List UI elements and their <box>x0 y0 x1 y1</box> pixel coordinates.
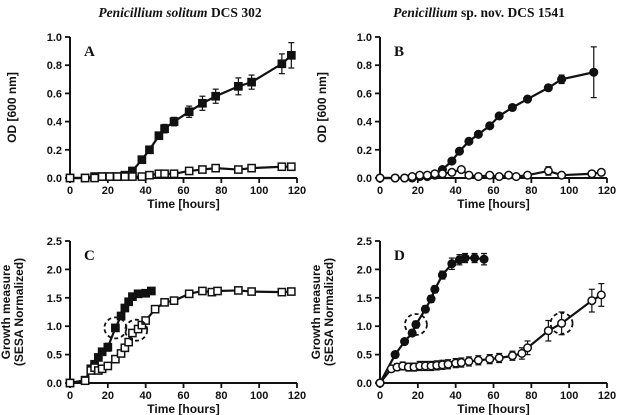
x-tick-label: 80 <box>215 390 227 402</box>
y-tick-label: 0.4 <box>357 117 373 129</box>
y-tick-label: 0.2 <box>47 145 62 157</box>
panel-a-chart: 0 20 40 60 80 100 120 0.0 0.2 0.4 0.6 0.8 1.0 Time [h… <box>5 32 306 211</box>
y-tick-label: 2.0 <box>47 264 62 276</box>
series-open-square <box>65 286 296 388</box>
x-axis-label: Time [hours] <box>457 197 529 211</box>
series-open-square <box>65 162 296 183</box>
y-tick-label: 0.8 <box>47 60 62 72</box>
y-tick-label: 2.5 <box>47 236 62 248</box>
series-filled-circle <box>375 46 599 183</box>
y-tick-label: 2.5 <box>357 236 372 248</box>
series-filled-circle <box>375 252 489 388</box>
panel-grid: 0 20 40 60 80 100 120 0.0 0.2 0.4 0.6 0.8 1.0 Time [h… <box>0 24 620 415</box>
left-column-title: Penicillium solitum DCS 302 <box>0 0 310 24</box>
series-open-circle <box>375 164 606 183</box>
x-tick-label: 0 <box>377 390 383 402</box>
y-tick-label: 1.0 <box>47 321 62 333</box>
y-tick-label: 0.0 <box>357 378 372 390</box>
x-tick-label: 60 <box>177 390 189 402</box>
y-tick-label: 1.5 <box>357 293 372 305</box>
x-axis-label: Time [hours] <box>457 402 529 415</box>
series-open-circle <box>375 282 606 388</box>
y-axis-label: OD [600 nm] <box>5 72 19 143</box>
x-tick-label: 120 <box>598 390 616 402</box>
y-tick-label: 0.0 <box>47 173 62 185</box>
x-tick-label: 60 <box>177 185 189 197</box>
x-tick-label: 40 <box>450 390 462 402</box>
panel-letter: C <box>84 248 95 264</box>
x-tick-label: 0 <box>377 185 383 197</box>
x-tick-label: 100 <box>560 390 578 402</box>
x-tick-label: 40 <box>140 185 152 197</box>
panel-a: 0 20 40 60 80 100 120 0.0 0.2 0.4 0.6 0.8 1.0 Time [h… <box>0 24 310 217</box>
x-tick-label: 120 <box>288 185 306 197</box>
x-tick-label: 20 <box>102 390 114 402</box>
series-filled-square <box>65 42 296 183</box>
x-tick-label: 40 <box>140 390 152 402</box>
y-tick-label: 0.5 <box>357 350 372 362</box>
x-tick-label: 80 <box>525 390 537 402</box>
left-title-species: Penicillium solitum <box>98 5 208 20</box>
y-tick-label: 0.6 <box>357 88 372 100</box>
column-titles: Penicillium solitum DCS 302 Penicillium … <box>0 0 620 24</box>
x-tick-label: 60 <box>487 185 499 197</box>
x-tick-label: 60 <box>487 390 499 402</box>
left-title-strain: DCS 302 <box>207 5 262 20</box>
y-axis-label: (SESA Normalized) <box>12 258 26 366</box>
panel-letter: B <box>394 44 404 60</box>
y-tick-label: 1.0 <box>47 32 62 44</box>
x-axis-label: Time [hours] <box>147 197 219 211</box>
y-tick-label: 0.5 <box>47 350 62 362</box>
x-tick-label: 120 <box>598 185 616 197</box>
panel-b-chart: 0 20 40 60 80 100 120 0.0 0.2 0.4 0.6 0.8 1.0 Time [h… <box>315 32 616 211</box>
x-tick-label: 20 <box>412 185 424 197</box>
x-tick-label: 80 <box>525 185 537 197</box>
right-title-species: Penicillium <box>393 5 458 20</box>
panel-letter: A <box>84 44 95 60</box>
y-tick-label: 2.0 <box>357 264 372 276</box>
y-tick-label: 0.6 <box>47 88 62 100</box>
y-tick-label: 0.0 <box>357 173 372 185</box>
x-tick-label: 20 <box>412 390 424 402</box>
y-tick-label: 1.0 <box>357 32 372 44</box>
x-tick-label: 100 <box>250 185 268 197</box>
right-column-title: Penicillium sp. nov. DCS 1541 <box>310 0 620 24</box>
x-tick-label: 100 <box>560 185 578 197</box>
y-tick-label: 0.4 <box>47 117 63 129</box>
panel-letter: D <box>394 248 405 264</box>
dashed-circle-annotation <box>404 313 428 336</box>
right-title-strain: sp. nov. DCS 1541 <box>457 5 565 20</box>
axes <box>69 37 297 179</box>
x-tick-label: 0 <box>67 185 73 197</box>
axes <box>379 241 607 384</box>
y-tick-label: 0.8 <box>357 60 372 72</box>
panel-d-chart: 0 20 40 60 80 100 120 0.0 0.5 1.0 1.5 2.0 2.5 Time [h… <box>310 236 616 415</box>
y-axis-label: Growth measure <box>310 264 323 359</box>
x-axis-label: Time [hours] <box>147 402 219 415</box>
x-tick-label: 20 <box>102 185 114 197</box>
y-tick-label: 1.0 <box>357 321 372 333</box>
y-tick-label: 0.0 <box>47 378 62 390</box>
y-tick-label: 0.2 <box>357 145 372 157</box>
x-tick-label: 0 <box>67 390 73 402</box>
panel-d: 0 20 40 60 80 100 120 0.0 0.5 1.0 1.5 2.0 2.5 Time [h… <box>310 217 620 415</box>
x-tick-label: 100 <box>250 390 268 402</box>
y-axis-label: (SESA Normalized) <box>322 258 336 366</box>
panel-b: 0 20 40 60 80 100 120 0.0 0.2 0.4 0.6 0.8 1.0 Time [h… <box>310 24 620 217</box>
axes <box>379 37 607 179</box>
y-tick-label: 1.5 <box>47 293 62 305</box>
x-tick-label: 40 <box>450 185 462 197</box>
x-tick-label: 80 <box>215 185 227 197</box>
panel-c-chart: 0 20 40 60 80 100 120 0.0 0.5 1.0 1.5 2.0 2.5 Time [h… <box>0 236 306 415</box>
y-axis-label: OD [600 nm] <box>315 72 329 143</box>
x-tick-label: 120 <box>288 390 306 402</box>
panel-c: 0 20 40 60 80 100 120 0.0 0.5 1.0 1.5 2.0 2.5 Time [h… <box>0 217 310 415</box>
y-axis-label: Growth measure <box>0 264 13 359</box>
